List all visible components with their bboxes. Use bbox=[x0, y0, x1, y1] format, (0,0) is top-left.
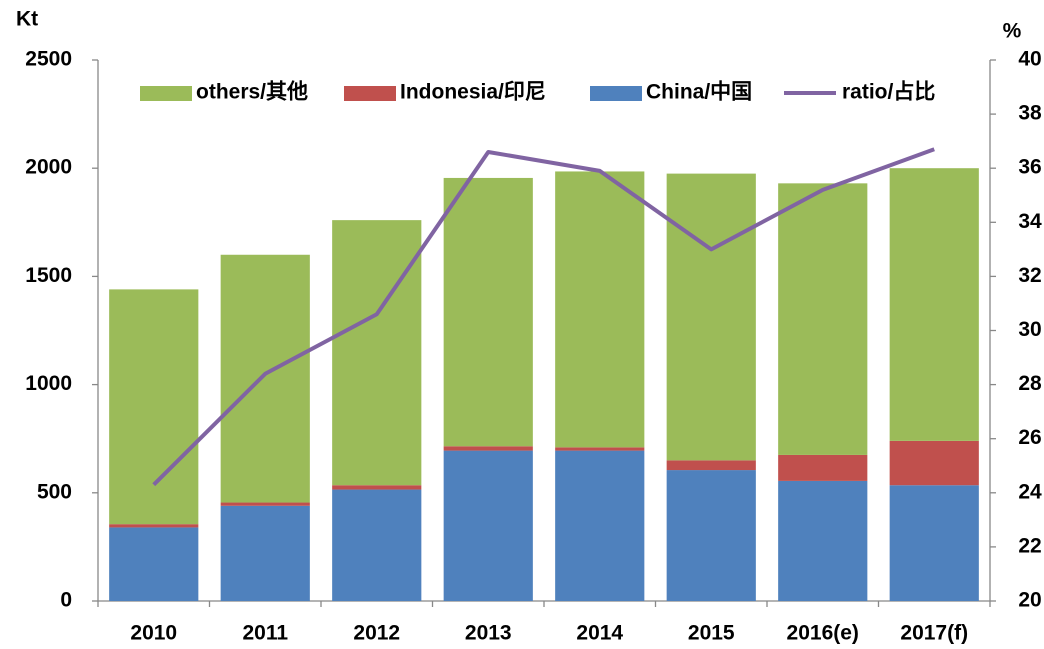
y-axis-label: Kt bbox=[16, 8, 38, 31]
bar-segment bbox=[220, 502, 310, 506]
legend-label: others/其他 bbox=[196, 80, 308, 104]
y2-tick-label: 30 bbox=[1018, 318, 1041, 341]
bar-segment bbox=[332, 489, 422, 601]
x-tick-label: 2010 bbox=[130, 622, 177, 645]
x-tick-label: 2016(e) bbox=[787, 622, 859, 645]
y2-tick-label: 40 bbox=[1018, 48, 1041, 71]
x-tick-label: 2013 bbox=[465, 622, 512, 645]
bar-segment bbox=[109, 524, 199, 528]
bar-segment bbox=[555, 171, 645, 448]
bar-segment bbox=[666, 470, 756, 601]
bar-segment bbox=[220, 254, 310, 503]
y-tick-label: 1500 bbox=[25, 264, 72, 287]
bar-segment bbox=[778, 454, 868, 481]
bar-segment bbox=[778, 183, 868, 455]
bar-segment bbox=[889, 440, 979, 486]
x-tick-label: 2014 bbox=[576, 622, 623, 645]
y-tick-label: 2500 bbox=[25, 48, 72, 71]
y2-tick-label: 24 bbox=[1018, 480, 1042, 503]
line-series bbox=[152, 147, 935, 487]
x-tick-label: 2015 bbox=[688, 622, 735, 645]
legend-label: ratio/占比 bbox=[842, 81, 935, 104]
y2-tick-label: 26 bbox=[1018, 426, 1041, 449]
x-tick-label: 2012 bbox=[353, 622, 400, 645]
bar-segment bbox=[889, 485, 979, 601]
bar-segment bbox=[555, 450, 645, 601]
bar-segment bbox=[109, 527, 199, 601]
bar-segment bbox=[666, 460, 756, 471]
x-tick-label: 2017(f) bbox=[900, 622, 968, 645]
y2-tick-label: 36 bbox=[1018, 156, 1041, 179]
y-tick-label: 2000 bbox=[25, 156, 72, 179]
legend-label: Indonesia/印尼 bbox=[400, 81, 546, 104]
legend-swatch bbox=[344, 86, 396, 101]
y2-tick-label: 20 bbox=[1018, 589, 1041, 612]
x-tick-label: 2011 bbox=[242, 622, 288, 645]
y-tick-label: 0 bbox=[60, 589, 72, 612]
legend-label: China/中国 bbox=[646, 81, 752, 104]
bar-segment bbox=[889, 168, 979, 441]
y-tick-label: 1000 bbox=[25, 372, 72, 395]
bar-segment bbox=[109, 289, 199, 525]
bar-segment bbox=[666, 173, 756, 461]
bar-segment bbox=[443, 446, 533, 451]
bar-segment bbox=[332, 220, 422, 486]
bar-segment bbox=[778, 480, 868, 601]
y2-tick-label: 28 bbox=[1018, 372, 1042, 395]
y2-tick-label: 34 bbox=[1018, 210, 1042, 233]
y2-tick-label: 32 bbox=[1018, 264, 1041, 287]
bar-segment bbox=[443, 450, 533, 601]
y2-axis-label: % bbox=[1003, 20, 1022, 43]
y2-tick-label: 38 bbox=[1018, 102, 1042, 125]
legend-swatch bbox=[590, 86, 642, 101]
bar-segment bbox=[332, 485, 422, 490]
y-tick-label: 500 bbox=[37, 480, 72, 503]
y2-tick-label: 22 bbox=[1018, 534, 1041, 557]
bar-segment bbox=[555, 447, 645, 451]
legend-swatch bbox=[140, 86, 192, 101]
bar-segment bbox=[443, 177, 533, 447]
bar-segment bbox=[220, 505, 310, 601]
